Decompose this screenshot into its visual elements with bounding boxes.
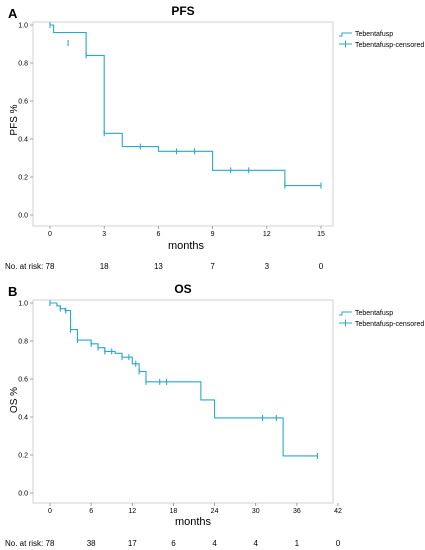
x-tick-label: 3 xyxy=(102,231,106,238)
x-tick-label: 9 xyxy=(211,231,215,238)
legend: Tebentafusp Tebentafusp-censored xyxy=(339,31,424,49)
legend-entry-censored: Tebentafusp-censored xyxy=(355,42,424,49)
risk-count: 78 xyxy=(46,262,55,271)
plot-frame xyxy=(32,21,334,227)
x-tick-label: 0 xyxy=(48,508,52,515)
y-tick-label: 0.0 xyxy=(18,213,28,220)
risk-count: 78 xyxy=(46,539,55,548)
legend-entry-series: Tebentafusp xyxy=(355,31,393,38)
x-tick-label: 15 xyxy=(317,231,325,238)
y-tick-label: 0.6 xyxy=(18,377,28,384)
y-tick-label: 1.0 xyxy=(18,23,28,30)
x-tick-label: 30 xyxy=(252,508,260,515)
y-tick-label: 0.4 xyxy=(18,137,28,144)
risk-count: 17 xyxy=(128,539,137,548)
x-tick-label: 42 xyxy=(334,508,342,515)
legend-censored-icon xyxy=(339,40,352,48)
plot-frame xyxy=(32,299,334,504)
risk-count: 6 xyxy=(171,539,176,548)
legend-entry-series: Tebentafusp xyxy=(355,310,393,317)
survival-step-line xyxy=(50,24,321,187)
y-axis-label: PFS % xyxy=(9,104,20,135)
chart-title: PFS xyxy=(171,4,194,18)
x-tick-label: 36 xyxy=(293,508,301,515)
x-tick-label: 12 xyxy=(263,231,271,238)
risk-count: 4 xyxy=(253,539,258,548)
risk-count: 4 xyxy=(212,539,217,548)
risk-count: 3 xyxy=(265,262,270,271)
legend-line-icon xyxy=(339,32,352,37)
legend-entry-censored: Tebentafusp-censored xyxy=(355,321,424,328)
y-axis-label: OS % xyxy=(9,387,20,413)
legend-line-icon xyxy=(339,311,352,316)
legend: Tebentafusp Tebentafusp-censored xyxy=(339,310,424,328)
panel-letter: B xyxy=(8,284,17,299)
y-tick-label: 0.2 xyxy=(18,175,28,182)
x-tick-label: 24 xyxy=(211,508,219,515)
risk-count: 18 xyxy=(100,262,109,271)
risk-count: 7 xyxy=(210,262,215,271)
panel-b-os: B OS OS % months Tebentafusp Tebentafusp… xyxy=(5,282,424,548)
y-tick-label: 0.8 xyxy=(18,339,28,346)
y-tick-label: 0.0 xyxy=(18,491,28,498)
legend-censored-icon xyxy=(339,319,352,327)
y-tick-label: 1.0 xyxy=(18,301,28,308)
x-axis-label: months xyxy=(168,240,205,252)
panel-letter: A xyxy=(8,6,18,21)
y-tick-label: 0.2 xyxy=(18,453,28,460)
survival-step-line xyxy=(50,302,318,457)
risk-count: 1 xyxy=(295,539,300,548)
risk-table-label: No. at risk: xyxy=(5,539,43,548)
y-tick-label: 0.4 xyxy=(18,415,28,422)
x-axis-label: months xyxy=(175,516,212,528)
panel-a-pfs: A PFS PFS % months Tebentafusp Tebentafu… xyxy=(5,4,424,271)
x-tick-label: 6 xyxy=(156,231,160,238)
x-tick-label: 12 xyxy=(128,508,136,515)
risk-table-label: No. at risk: xyxy=(5,262,43,271)
y-tick-label: 0.8 xyxy=(18,61,28,68)
risk-count: 38 xyxy=(87,539,96,548)
x-tick-label: 0 xyxy=(48,231,52,238)
risk-count: 0 xyxy=(336,539,341,548)
x-tick-label: 18 xyxy=(170,508,178,515)
risk-count: 13 xyxy=(154,262,163,271)
x-tick-label: 6 xyxy=(89,508,93,515)
y-tick-label: 0.6 xyxy=(18,99,28,106)
risk-count: 0 xyxy=(319,262,324,271)
chart-title: OS xyxy=(174,282,191,296)
